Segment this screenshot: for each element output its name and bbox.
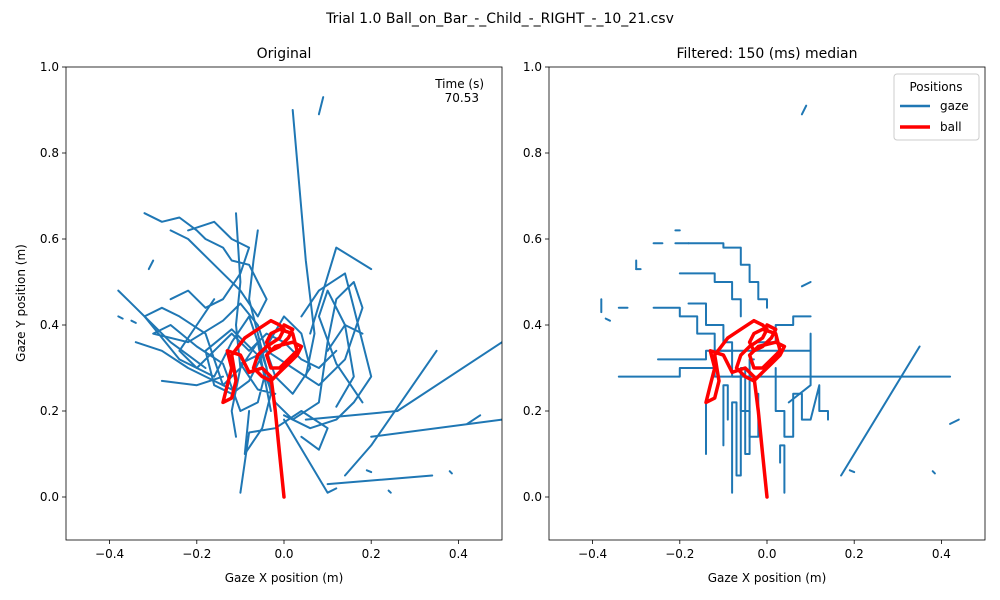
gaze-trace-segment: [283, 272, 373, 430]
x-axis-ticks: −0.4 −0.2 0.0 0.2 0.4: [578, 540, 951, 561]
gaze-trace-segment: [800, 281, 812, 288]
gaze-trace-segment: [848, 469, 856, 474]
gaze-trace-segment: [304, 341, 502, 421]
gaze-trace-segment: [387, 489, 392, 494]
x-tick-label: −0.4: [578, 547, 607, 561]
gaze-trace-segment: [239, 410, 329, 494]
ball-trace-segment: [704, 318, 787, 499]
gaze-trace-segment: [931, 470, 936, 475]
x-tick-label: −0.4: [95, 547, 124, 561]
x-tick-label: −0.2: [182, 547, 211, 561]
y-tick-label: 0.2: [523, 404, 542, 418]
x-axis-label: Gaze X position (m): [225, 571, 344, 585]
x-tick-label: 0.0: [274, 547, 293, 561]
gaze-trace-segment: [787, 332, 812, 404]
gaze-trace-segment: [722, 384, 729, 447]
y-tick-label: 0.6: [40, 232, 59, 246]
legend-box: [893, 73, 980, 141]
gaze-trace-segment: [130, 319, 137, 324]
y-tick-label: 0.4: [40, 318, 59, 332]
gaze-trace-segment: [160, 375, 224, 387]
gaze-trace-segment: [779, 444, 786, 494]
gaze-trace-segment: [143, 281, 364, 421]
time-annotation-label: Time (s): [434, 77, 484, 91]
gaze-trace-segment: [365, 469, 373, 474]
panel-filtered: Filtered: 150 (ms) median −0.4 −0.2 0.0 0.2…: [523, 46, 986, 585]
gaze-trace-segment: [117, 315, 124, 320]
gaze-trace-segment: [774, 367, 829, 438]
legend: Positions gaze ball: [893, 73, 980, 141]
gaze-trace-segment: [687, 242, 768, 309]
gaze-trace-segment: [800, 104, 808, 116]
x-tick-label: 0.4: [449, 547, 468, 561]
legend-title: Positions: [910, 80, 963, 94]
x-tick-label: 0.2: [362, 547, 381, 561]
x-tick-label: 0.0: [757, 547, 776, 561]
panel-title: Original: [257, 46, 312, 62]
gaze-trace-segment: [370, 418, 502, 438]
y-tick-label: 0.6: [523, 232, 542, 246]
gaze-trace-segment: [291, 109, 316, 378]
y-tick-label: 0.8: [523, 146, 542, 160]
gaze-trace-segment: [283, 418, 338, 494]
y-tick-label: 0.0: [40, 490, 59, 504]
y-axis-label: Gaze Y position (m): [14, 244, 28, 362]
legend-label-ball: ball: [940, 120, 962, 134]
x-axis-ticks: −0.4 −0.2 0.0 0.2 0.4: [95, 540, 468, 561]
y-tick-label: 0.4: [523, 318, 542, 332]
y-tick-label: 0.8: [40, 146, 59, 160]
gaze-trace-segment: [317, 96, 325, 116]
y-tick-label: 1.0: [40, 60, 59, 74]
x-axis-label: Gaze X position (m): [708, 571, 827, 585]
legend-label-gaze: gaze: [940, 99, 969, 113]
gaze-trace-segment: [652, 306, 734, 352]
gaze-trace-segment: [143, 212, 268, 318]
gaze-trace-segment: [134, 341, 233, 391]
gaze-trace-segment: [147, 259, 155, 271]
gaze-trace-segment: [604, 317, 611, 322]
y-tick-label: 0.0: [523, 490, 542, 504]
plot-area-original: [117, 96, 502, 499]
gaze-trace-segment: [949, 418, 960, 425]
plot-area-filtered: [600, 104, 960, 499]
figure-suptitle: Trial 1.0 Ball_on_Bar_-_Child_-_RIGHT_-_…: [325, 11, 674, 27]
gaze-trace-segment: [466, 414, 482, 425]
gaze-trace-segment: [317, 289, 364, 408]
x-tick-label: 0.2: [845, 547, 864, 561]
gaze-trace-segment: [326, 474, 434, 486]
y-axis-ticks: 0.0 0.2 0.4 0.6 0.8 1.0: [40, 60, 66, 504]
gaze-trace-segment: [117, 289, 207, 369]
y-tick-label: 0.2: [40, 404, 59, 418]
panel-original: Original −0.4 −0.2 0.0 0.2 0.4 0.00.20.40.60…: [14, 46, 503, 585]
x-tick-label: −0.2: [665, 547, 694, 561]
gaze-trace-segment: [448, 470, 453, 475]
gaze-trace-segment: [657, 349, 812, 361]
gaze-trace-segment: [309, 246, 373, 335]
x-tick-label: 0.4: [932, 547, 951, 561]
panel-title: Filtered: 150 (ms) median: [677, 46, 858, 62]
time-annotation-value: 70.53: [445, 91, 479, 105]
gaze-trace-segment: [344, 349, 438, 477]
y-axis-ticks: 0.0 0.2 0.4 0.6 0.8 1.0: [523, 60, 549, 504]
ball-trace-segment: [221, 318, 304, 499]
gaze-trace-segment: [678, 272, 742, 318]
y-tick-label: 1.0: [523, 60, 542, 74]
gaze-trace-segment: [840, 345, 921, 477]
